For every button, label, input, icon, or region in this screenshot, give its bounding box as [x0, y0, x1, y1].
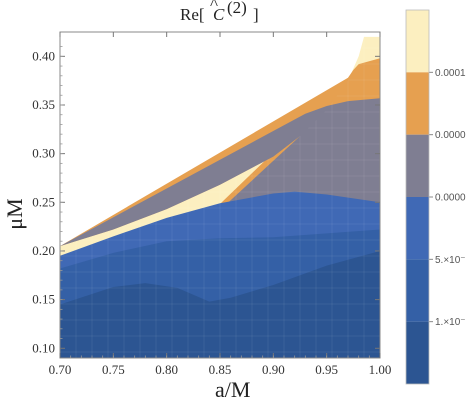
- y-tick-label: 0.25: [32, 194, 55, 209]
- colorbar-band: [406, 134, 429, 197]
- x-tick-label: 0.95: [315, 362, 338, 377]
- title-end: ]: [253, 5, 259, 24]
- colorbar-label: 0.00001: [435, 193, 466, 204]
- colorbar-band: [406, 10, 429, 73]
- colorbar-band: [406, 197, 429, 260]
- y-tick-label: 0.35: [32, 97, 55, 112]
- colorbar-label: 1.×10⁻⁶: [435, 317, 466, 328]
- colorbar-frame: [405, 9, 430, 385]
- chart-title: Re[ C ^ (2) ]: [180, 0, 259, 24]
- y-axis-ticks: 0.10 0.15 0.20 0.25 0.30 0.35 0.40: [32, 46, 380, 355]
- title-hat: ^: [210, 0, 218, 13]
- x-tick-label: 0.70: [49, 362, 72, 377]
- x-tick-label: 0.90: [262, 362, 285, 377]
- y-tick-label: 0.10: [32, 340, 55, 355]
- contour-regions: [60, 36, 380, 359]
- title-base: Re[: [180, 5, 205, 24]
- y-tick-label: 0.40: [32, 48, 55, 63]
- x-tick-label: 0.85: [209, 362, 232, 377]
- x-tick-label: 1.00: [369, 362, 392, 377]
- colorbar-band: [406, 321, 429, 384]
- x-axis-label: a/M: [215, 377, 250, 402]
- title-superscript: (2): [227, 0, 247, 17]
- x-tick-label: 0.75: [102, 362, 125, 377]
- x-tick-label: 0.80: [155, 362, 178, 377]
- region-below-5: [60, 251, 380, 358]
- colorbar-label: 5.×10⁻⁶: [435, 255, 466, 266]
- faint-grid: [60, 36, 380, 358]
- colorbar-band: [406, 72, 429, 135]
- x-axis-ticks: 0.70 0.75 0.80 0.85 0.90 0.95 1.00: [49, 32, 392, 377]
- y-tick-label: 0.20: [32, 243, 55, 258]
- y-axis-label: μM: [2, 198, 27, 229]
- y-tick-label: 0.15: [32, 292, 55, 307]
- y-tick-label: 0.30: [32, 146, 55, 161]
- colorbar-band: [406, 259, 429, 322]
- title-symbol: C: [213, 5, 225, 24]
